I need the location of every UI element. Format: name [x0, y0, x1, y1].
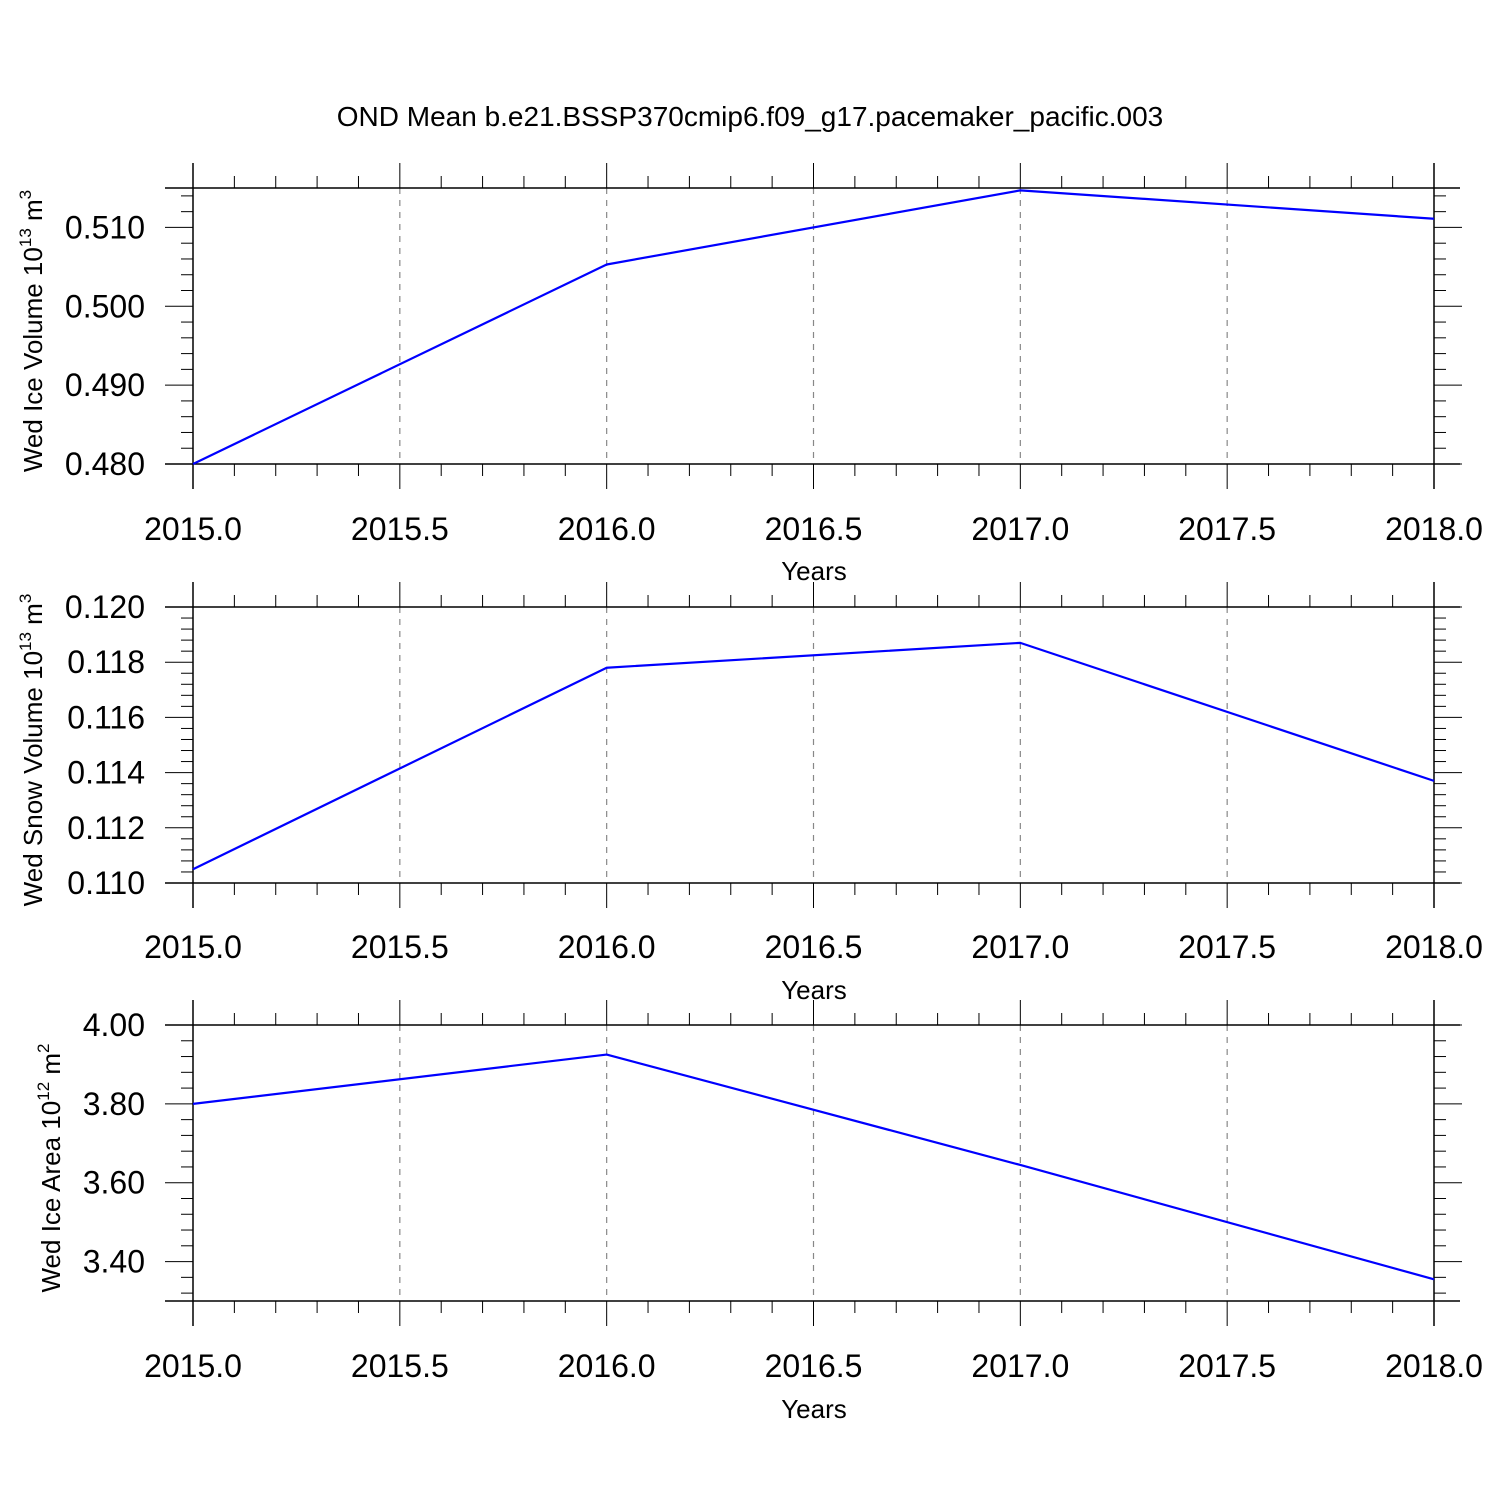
- y-axis-title-exp: 13: [16, 228, 35, 247]
- x-tick-label: 2015.5: [351, 929, 449, 965]
- x-tick-label: 2018.0: [1385, 511, 1483, 547]
- x-tick-label: 2016.0: [558, 1348, 656, 1384]
- y-tick-label: 0.500: [65, 288, 145, 324]
- x-tick-label: 2016.0: [558, 511, 656, 547]
- x-tick-label: 2016.5: [765, 929, 863, 965]
- x-tick-label: 2015.0: [144, 511, 242, 547]
- y-axis-title-text: Wed Snow Volume 10: [18, 651, 48, 906]
- y-axis-title-unit: m: [18, 199, 48, 228]
- y-axis-title-text: Wed Ice Area 10: [36, 1101, 66, 1293]
- y-tick-label: 0.510: [65, 209, 145, 245]
- y-tick-label: 0.114: [67, 755, 145, 791]
- x-tick-label: 2015.0: [144, 929, 242, 965]
- x-tick-label: 2017.0: [971, 929, 1069, 965]
- x-tick-label: 2018.0: [1385, 1348, 1483, 1384]
- chart-panel-1: 2015.0 2015.5 2016.0 2016.5 2017.0 2017.5 2018…: [16, 163, 1483, 586]
- x-tick-label: 2015.5: [351, 1348, 449, 1384]
- x-axis-title: Years: [781, 556, 847, 586]
- y-axis-title-unit: m: [18, 603, 48, 632]
- x-tick-label: 2017.0: [971, 1348, 1069, 1384]
- x-tick-label: 2017.5: [1178, 1348, 1276, 1384]
- series-line-1: [193, 190, 1434, 464]
- y-axis-title: Wed Ice Volume 1013 m3: [16, 190, 48, 472]
- y-axis-title: Wed Snow Volume 1013 m3: [16, 594, 48, 907]
- y-tick-label: 0.490: [65, 367, 145, 403]
- y-axis-title-unit-exp: 2: [34, 1043, 53, 1052]
- y-tick-label: 3.80: [83, 1086, 145, 1122]
- x-tick-label: 2018.0: [1385, 929, 1483, 965]
- y-tick-label: 0.116: [67, 699, 145, 735]
- chart-panel-3: 2015.0 2015.5 2016.0 2016.5 2017.0 2017.5 2018…: [34, 1000, 1483, 1424]
- x-tick-label: 2016.5: [765, 511, 863, 547]
- y-tick-label: 3.60: [83, 1165, 145, 1201]
- chart-panel-2: 2015.0 2015.5 2016.0 2016.5 2017.0 2017.5 2018…: [16, 582, 1483, 1005]
- y-tick-label: 4.00: [83, 1007, 145, 1043]
- chart-title: OND Mean b.e21.BSSP370cmip6.f09_g17.pace…: [337, 101, 1164, 132]
- x-tick-label: 2017.5: [1178, 929, 1276, 965]
- x-tick-label: 2015.0: [144, 1348, 242, 1384]
- chart-panels: 2015.0 2015.5 2016.0 2016.5 2017.0 2017.5 2018…: [16, 163, 1483, 1424]
- y-axis-title-unit-exp: 3: [16, 594, 35, 603]
- y-axis-title-exp: 13: [16, 632, 35, 651]
- y-axis-title-unit-exp: 3: [16, 190, 35, 199]
- y-tick-label: 3.40: [83, 1244, 145, 1280]
- x-tick-label: 2017.0: [971, 511, 1069, 547]
- y-axis-title-text: Wed Ice Volume 10: [18, 247, 48, 472]
- y-tick-label: 0.120: [65, 589, 145, 625]
- y-tick-label: 0.480: [65, 446, 145, 482]
- x-axis-title: Years: [781, 1394, 847, 1424]
- x-tick-label: 2017.5: [1178, 511, 1276, 547]
- y-tick-label: 0.118: [67, 644, 145, 680]
- x-tick-label: 2015.5: [351, 511, 449, 547]
- y-tick-label: 0.110: [67, 865, 145, 901]
- y-axis-title-exp: 12: [34, 1082, 53, 1101]
- y-axis-title: Wed Ice Area 1012 m2: [34, 1043, 66, 1292]
- y-tick-label: 0.112: [67, 810, 145, 846]
- x-tick-label: 2016.5: [765, 1348, 863, 1384]
- x-tick-label: 2016.0: [558, 929, 656, 965]
- y-axis-title-unit: m: [36, 1053, 66, 1082]
